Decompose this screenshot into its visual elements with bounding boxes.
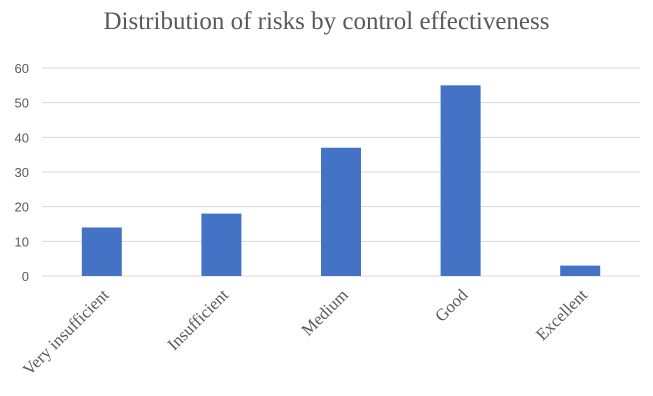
x-category-label: Excellent (532, 285, 591, 344)
y-tick-label: 60 (15, 61, 29, 76)
bar-medium (321, 148, 361, 276)
x-axis-labels: Very insufficient Insufficient Medium Good E… (19, 285, 591, 379)
bar-excellent (560, 266, 600, 276)
y-tick-label: 20 (15, 200, 29, 215)
x-category-label: Insufficient (164, 285, 233, 354)
bar-very-insufficient (82, 227, 122, 276)
x-category-label: Medium (298, 285, 352, 339)
y-axis-ticks: 0 10 20 30 40 50 60 (15, 61, 29, 284)
bars (82, 85, 600, 276)
y-tick-label: 30 (15, 165, 29, 180)
bar-good (441, 85, 481, 276)
x-category-label: Very insufficient (19, 285, 113, 379)
bar-insufficient (201, 214, 241, 276)
y-tick-label: 50 (15, 96, 29, 111)
y-tick-label: 10 (15, 234, 29, 249)
y-tick-label: 0 (22, 269, 29, 284)
x-category-label: Good (431, 285, 472, 326)
y-tick-label: 40 (15, 130, 29, 145)
